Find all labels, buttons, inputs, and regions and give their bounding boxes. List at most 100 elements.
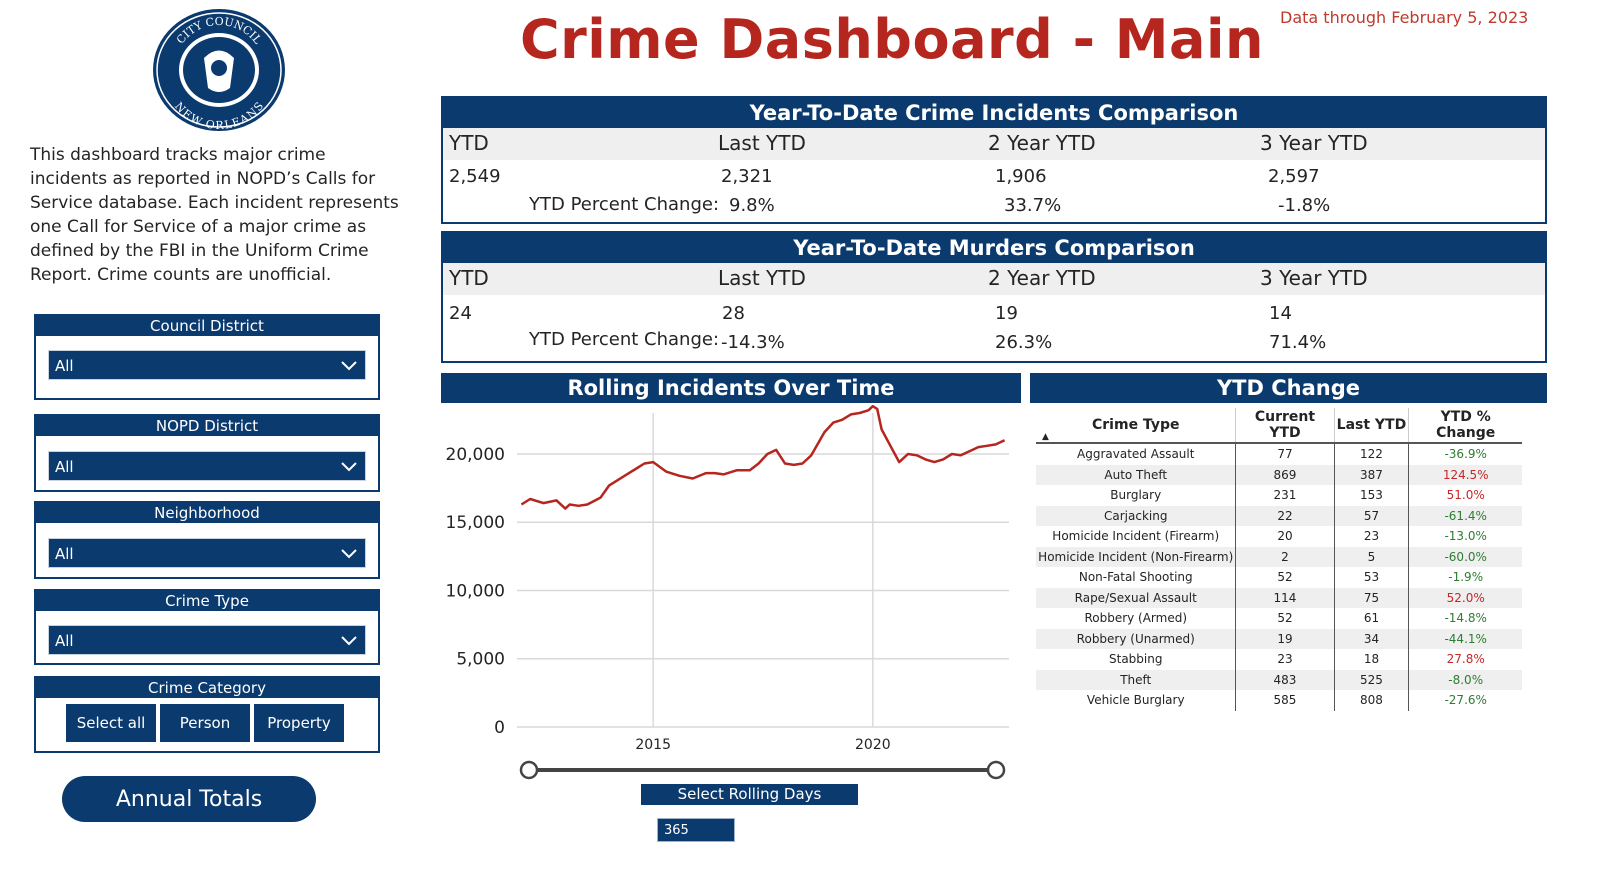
last-ytd-cell: 75 xyxy=(1333,587,1409,608)
series-line xyxy=(520,404,1006,510)
crime-type-cell: Aggravated Assault xyxy=(1077,447,1195,462)
council-district-dropdown[interactable]: All xyxy=(48,350,366,380)
crime-type-cell: Stabbing xyxy=(1109,652,1163,667)
chevron-down-icon xyxy=(341,549,357,559)
table-row: Robbery (Unarmed) 19 34 -44.1% xyxy=(1036,628,1522,649)
value-2-year-ytd: 1,906 xyxy=(995,166,1047,187)
pct-change-cell: -1.9% xyxy=(1408,567,1522,588)
pct-change-cell: -61.4% xyxy=(1408,505,1522,526)
current-ytd-cell: 585 xyxy=(1235,690,1334,711)
pct-change-2-year: 26.3% xyxy=(995,332,1053,353)
y-tick-label: 20,000 xyxy=(446,445,505,465)
council-district-label: Council District xyxy=(36,316,378,336)
slider-start-handle[interactable] xyxy=(519,760,539,780)
council-district-slicer: Council District All xyxy=(34,314,380,400)
pct-change-cell: -8.0% xyxy=(1408,669,1522,690)
table-row: Non-Fatal Shooting 52 53 -1.9% xyxy=(1036,567,1522,588)
last-ytd-cell: 387 xyxy=(1333,464,1409,485)
table-row: Theft 483 525 -8.0% xyxy=(1036,669,1522,690)
crime-category-slicer: Crime Category Select all Person Propert… xyxy=(34,676,380,753)
pct-change-cell: -36.9% xyxy=(1408,443,1522,465)
date-range-slider[interactable] xyxy=(515,758,1010,782)
nopd-district-dropdown[interactable]: All xyxy=(48,451,366,481)
last-ytd-cell: 525 xyxy=(1333,669,1409,690)
x-tick-label: 2020 xyxy=(855,737,891,753)
last-ytd-cell: 23 xyxy=(1333,526,1409,547)
header-ytd: YTD xyxy=(449,266,489,290)
annual-totals-button[interactable]: Annual Totals xyxy=(62,776,316,822)
value-ytd: 24 xyxy=(449,303,472,324)
last-ytd-cell: 5 xyxy=(1333,546,1409,567)
current-ytd-cell: 114 xyxy=(1235,587,1334,608)
rolling-chart-title: Rolling Incidents Over Time xyxy=(441,373,1021,403)
current-ytd-cell: 52 xyxy=(1235,567,1334,588)
last-ytd-cell: 18 xyxy=(1333,649,1409,670)
current-ytd-cell: 231 xyxy=(1235,485,1334,506)
chevron-down-icon xyxy=(341,636,357,646)
incidents-comparison-panel: Year-To-Date Crime Incidents Comparison … xyxy=(441,96,1547,224)
current-ytd-cell: 23 xyxy=(1235,649,1334,670)
crime-type-label: Crime Type xyxy=(36,591,378,611)
crime-type-cell: Theft xyxy=(1036,669,1236,690)
header-last-ytd: Last YTD xyxy=(718,266,806,290)
last-ytd-cell: 122 xyxy=(1333,443,1409,465)
col-ytd-pct-change[interactable]: YTD % Change xyxy=(1408,408,1522,444)
murders-comparison-title: Year-To-Date Murders Comparison xyxy=(443,233,1545,263)
crime-type-slicer: Crime Type All xyxy=(34,589,380,665)
city-council-seal: CITY COUNCIL NEW ORLEANS xyxy=(153,9,285,132)
neighborhood-value: All xyxy=(55,545,74,563)
value-last-ytd: 28 xyxy=(722,303,745,324)
select-all-button[interactable]: Select all xyxy=(66,704,156,742)
property-button[interactable]: Property xyxy=(254,704,344,742)
current-ytd-cell: 19 xyxy=(1235,628,1334,649)
pct-change-2-year: 33.7% xyxy=(1004,195,1062,216)
nopd-district-label: NOPD District xyxy=(36,416,378,436)
header-last-ytd: Last YTD xyxy=(718,131,806,155)
col-last-ytd[interactable]: Last YTD xyxy=(1333,408,1409,444)
header-2-year-ytd: 2 Year YTD xyxy=(988,266,1096,290)
value-2-year-ytd: 19 xyxy=(995,303,1018,324)
header-3-year-ytd: 3 Year YTD xyxy=(1260,131,1368,155)
person-button[interactable]: Person xyxy=(160,704,250,742)
pct-change-cell: -14.8% xyxy=(1408,608,1522,629)
crime-type-cell: Robbery (Unarmed) xyxy=(1036,628,1236,649)
pct-change-label: YTD Percent Change: xyxy=(529,329,720,350)
current-ytd-cell: 52 xyxy=(1235,608,1334,629)
current-ytd-cell: 20 xyxy=(1235,526,1334,547)
chevron-down-icon xyxy=(341,361,357,371)
incidents-comparison-title: Year-To-Date Crime Incidents Comparison xyxy=(443,98,1545,128)
table-row: Homicide Incident (Non-Firearm) 2 5 -60.0% xyxy=(1036,546,1522,567)
pct-change-3-year: -1.8% xyxy=(1278,195,1331,216)
crime-type-cell: Carjacking xyxy=(1036,505,1236,526)
value-3-year-ytd: 14 xyxy=(1269,303,1292,324)
table-row: Vehicle Burglary 585 808 -27.6% xyxy=(1036,690,1522,711)
crime-type-cell: Non-Fatal Shooting xyxy=(1078,570,1193,585)
pct-change-cell: -44.1% xyxy=(1408,628,1522,649)
neighborhood-dropdown[interactable]: All xyxy=(48,538,366,568)
header-ytd: YTD xyxy=(449,131,489,155)
nopd-district-slicer: NOPD District All xyxy=(34,414,380,492)
value-3-year-ytd: 2,597 xyxy=(1268,166,1320,187)
neighborhood-label: Neighborhood xyxy=(36,503,378,523)
table-row: Burglary 231 153 51.0% xyxy=(1036,485,1522,506)
crime-type-cell: Burglary xyxy=(1110,488,1162,503)
pct-change-3-year: 71.4% xyxy=(1269,332,1327,353)
neighborhood-slicer: Neighborhood All xyxy=(34,501,380,579)
crime-type-value: All xyxy=(55,632,74,650)
crime-type-dropdown[interactable]: All xyxy=(48,625,366,655)
last-ytd-cell: 34 xyxy=(1333,628,1409,649)
last-ytd-cell: 53 xyxy=(1333,567,1409,588)
y-tick-label: 0 xyxy=(494,718,505,738)
col-crime-type[interactable]: Crime Type ▲ xyxy=(1036,408,1236,444)
last-ytd-cell: 808 xyxy=(1333,690,1409,711)
council-district-value: All xyxy=(55,357,74,375)
data-through-date: Data through February 5, 2023 xyxy=(1280,8,1529,27)
rolling-incidents-chart: 0 5,000 10,000 15,000 20,000 2015 2020 xyxy=(446,404,1009,753)
y-tick-label: 15,000 xyxy=(446,513,505,533)
slider-end-handle[interactable] xyxy=(986,760,1006,780)
rolling-days-input[interactable]: 365 xyxy=(657,818,735,842)
col-current-ytd[interactable]: Current YTD xyxy=(1235,408,1334,444)
pct-change-cell: 27.8% xyxy=(1408,649,1522,670)
crime-type-cell: Vehicle Burglary xyxy=(1086,693,1185,708)
table-row: Robbery (Armed) 52 61 -14.8% xyxy=(1036,608,1522,629)
